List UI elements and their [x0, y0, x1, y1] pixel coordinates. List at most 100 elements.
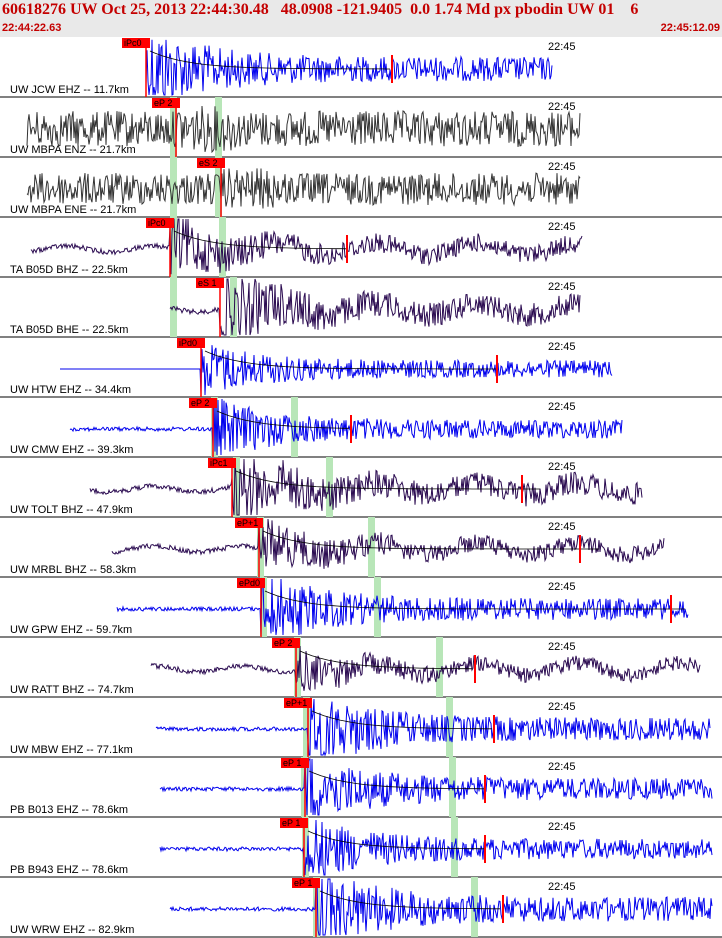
phase-band — [374, 577, 381, 637]
pick-marker — [197, 158, 225, 168]
pick-label: ePd0 — [239, 578, 260, 588]
station-label: UW JCW EHZ -- 11.7km — [10, 84, 129, 96]
phase-band — [257, 517, 264, 577]
station-label: PB B943 EHZ -- 78.6km — [10, 864, 128, 876]
time-label: 22:45 — [548, 281, 576, 293]
pick-label: eP 1 — [283, 758, 301, 768]
station-label: UW RATT BHZ -- 74.7km — [10, 684, 134, 696]
pick-label: iPc0 — [124, 38, 142, 48]
waveform — [169, 878, 713, 936]
pick-marker — [292, 878, 320, 888]
pick-label: eP 2 — [191, 398, 209, 408]
pick-label: eP 1 — [282, 818, 300, 828]
waveform — [116, 577, 689, 636]
station-label: UW MBPA ENZ -- 21.7km — [10, 144, 136, 156]
phase-band — [303, 697, 310, 757]
phase-band — [368, 517, 375, 577]
pick-marker — [284, 698, 312, 708]
station-label: UW CMW EHZ -- 39.3km — [10, 444, 133, 456]
phase-band — [436, 637, 443, 697]
phase-band — [215, 97, 222, 157]
phase-band — [302, 817, 309, 877]
time-label: 22:45 — [548, 761, 576, 773]
phase-band — [230, 277, 237, 337]
waveform — [26, 105, 581, 154]
pick-marker — [152, 98, 180, 108]
pick-label: eS 2 — [199, 158, 218, 168]
pick-label: eP 2 — [154, 98, 172, 108]
waveform — [26, 168, 581, 209]
time-label: 22:45 — [548, 461, 576, 473]
coda-curve — [308, 770, 485, 790]
waveform — [89, 458, 643, 516]
time-label: 22:45 — [548, 41, 576, 53]
pick-label: iPc0 — [148, 218, 166, 228]
waveform — [30, 218, 583, 275]
station-label: PB B013 EHZ -- 78.6km — [10, 804, 128, 816]
coda-curve — [307, 830, 484, 850]
pick-label: iPd0 — [179, 338, 197, 348]
seismogram-panel[interactable]: iPc0 22:45 UW JCW EHZ -- 11.7km eP 2 22:45 UW… — [0, 37, 722, 938]
coda-curve — [262, 530, 599, 550]
waveform — [159, 758, 713, 816]
time-label: 22:45 — [548, 401, 576, 413]
waveform — [145, 39, 553, 96]
waveform — [111, 518, 665, 569]
station-label: UW TOLT BHZ -- 47.9km — [10, 504, 133, 516]
coda-curve — [264, 590, 685, 610]
coda-curve — [319, 890, 500, 910]
start-time: 22:44:22.63 — [2, 22, 62, 34]
time-label: 22:45 — [548, 101, 576, 113]
time-label: 22:45 — [548, 581, 576, 593]
station-label: UW MRBL BHZ -- 58.3km — [10, 564, 136, 576]
station-label: TA B05D BHZ -- 22.5km — [10, 264, 128, 276]
station-label: UW MBW EHZ -- 77.1km — [10, 744, 133, 756]
pick-marker — [237, 578, 265, 588]
coda-curve — [235, 470, 540, 490]
station-label: UW WRW EHZ -- 82.9km — [10, 924, 134, 936]
waveform — [159, 819, 713, 876]
phase-band — [446, 697, 453, 757]
time-label: 22:45 — [548, 161, 576, 173]
pick-marker — [281, 758, 309, 768]
time-label: 22:45 — [548, 881, 576, 893]
station-label: UW HTW EHZ -- 34.4km — [10, 384, 131, 396]
event-title: 60618276 UW Oct 25, 2013 22:44:30.48 48.… — [2, 1, 639, 18]
time-label: 22:45 — [548, 221, 576, 233]
pick-marker — [280, 818, 308, 828]
time-label: 22:45 — [548, 821, 576, 833]
coda-curve — [204, 350, 497, 370]
pick-marker — [235, 518, 263, 528]
time-label: 22:45 — [548, 341, 576, 353]
station-label: TA B05D BHE -- 22.5km — [10, 324, 128, 336]
pick-marker — [146, 218, 174, 228]
pick-marker — [272, 638, 300, 648]
header-bar: 60618276 UW Oct 25, 2013 22:44:30.48 48.… — [0, 0, 722, 37]
time-label: 22:45 — [548, 641, 576, 653]
time-label: 22:45 — [548, 521, 576, 533]
phase-band — [471, 877, 478, 937]
pick-label: eP 1 — [294, 878, 312, 888]
end-time: 22:45:12.09 — [660, 22, 720, 34]
waveform — [69, 398, 623, 456]
pick-label: iPc1 — [210, 458, 228, 468]
phase-band — [170, 217, 177, 277]
pick-marker — [189, 398, 217, 408]
waveform — [60, 345, 613, 396]
station-label: UW GPW EHZ -- 59.7km — [10, 624, 132, 636]
waveform — [155, 698, 711, 757]
pick-marker — [177, 338, 205, 348]
pick-marker — [196, 278, 224, 288]
coda-curve — [173, 230, 347, 250]
pick-label: eS 1 — [198, 278, 217, 288]
phase-band — [215, 157, 222, 217]
pick-label: eP+1 — [237, 518, 258, 528]
station-label: UW MBPA ENE -- 21.7km — [10, 204, 136, 216]
coda-curve — [311, 710, 492, 730]
coda-curve — [149, 50, 390, 70]
waveform — [169, 278, 581, 336]
coda-curve — [299, 650, 473, 670]
waveform — [150, 645, 701, 692]
coda-curve — [216, 410, 349, 429]
pick-label: eP+1 — [286, 698, 307, 708]
